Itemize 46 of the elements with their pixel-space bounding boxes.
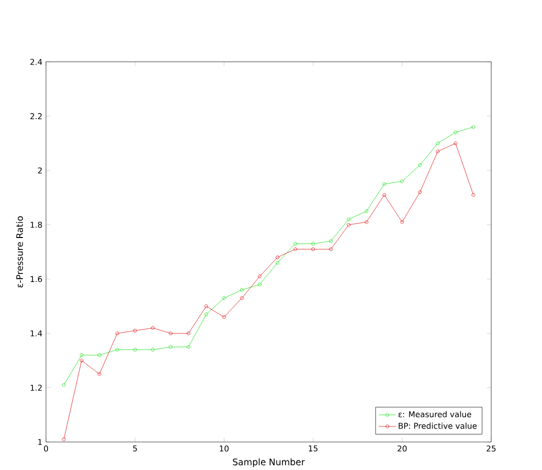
point xyxy=(454,141,458,145)
point xyxy=(258,274,262,278)
point xyxy=(364,220,368,224)
point xyxy=(133,328,137,332)
point xyxy=(98,372,102,376)
point xyxy=(258,282,262,286)
point xyxy=(364,209,368,213)
point xyxy=(346,217,351,221)
point xyxy=(400,220,404,224)
point xyxy=(346,222,351,226)
point xyxy=(382,182,386,186)
point xyxy=(168,344,172,349)
point xyxy=(204,304,208,308)
point xyxy=(115,331,120,335)
point xyxy=(276,260,280,264)
point xyxy=(418,163,422,167)
point xyxy=(80,358,84,362)
point xyxy=(329,247,333,251)
point xyxy=(151,348,155,352)
point xyxy=(418,190,422,194)
point xyxy=(276,255,280,259)
point xyxy=(240,288,244,292)
point xyxy=(222,315,226,319)
point xyxy=(311,242,315,246)
point xyxy=(240,296,244,300)
point xyxy=(133,348,137,352)
point xyxy=(186,344,190,349)
point xyxy=(454,130,458,134)
point xyxy=(115,348,120,352)
point xyxy=(311,247,315,251)
point xyxy=(222,296,226,300)
point xyxy=(98,353,102,357)
point xyxy=(436,141,440,145)
point xyxy=(151,326,155,330)
point xyxy=(436,149,440,154)
point xyxy=(382,192,386,196)
y-axis-title: ε-Pressure Ratio xyxy=(16,216,23,288)
point xyxy=(329,239,333,243)
x-axis-title: Sample Number xyxy=(232,458,305,467)
point xyxy=(294,242,298,246)
point xyxy=(168,331,172,335)
point xyxy=(80,353,84,357)
point xyxy=(186,331,190,335)
point xyxy=(204,312,208,316)
point xyxy=(400,179,404,183)
point xyxy=(294,247,298,251)
